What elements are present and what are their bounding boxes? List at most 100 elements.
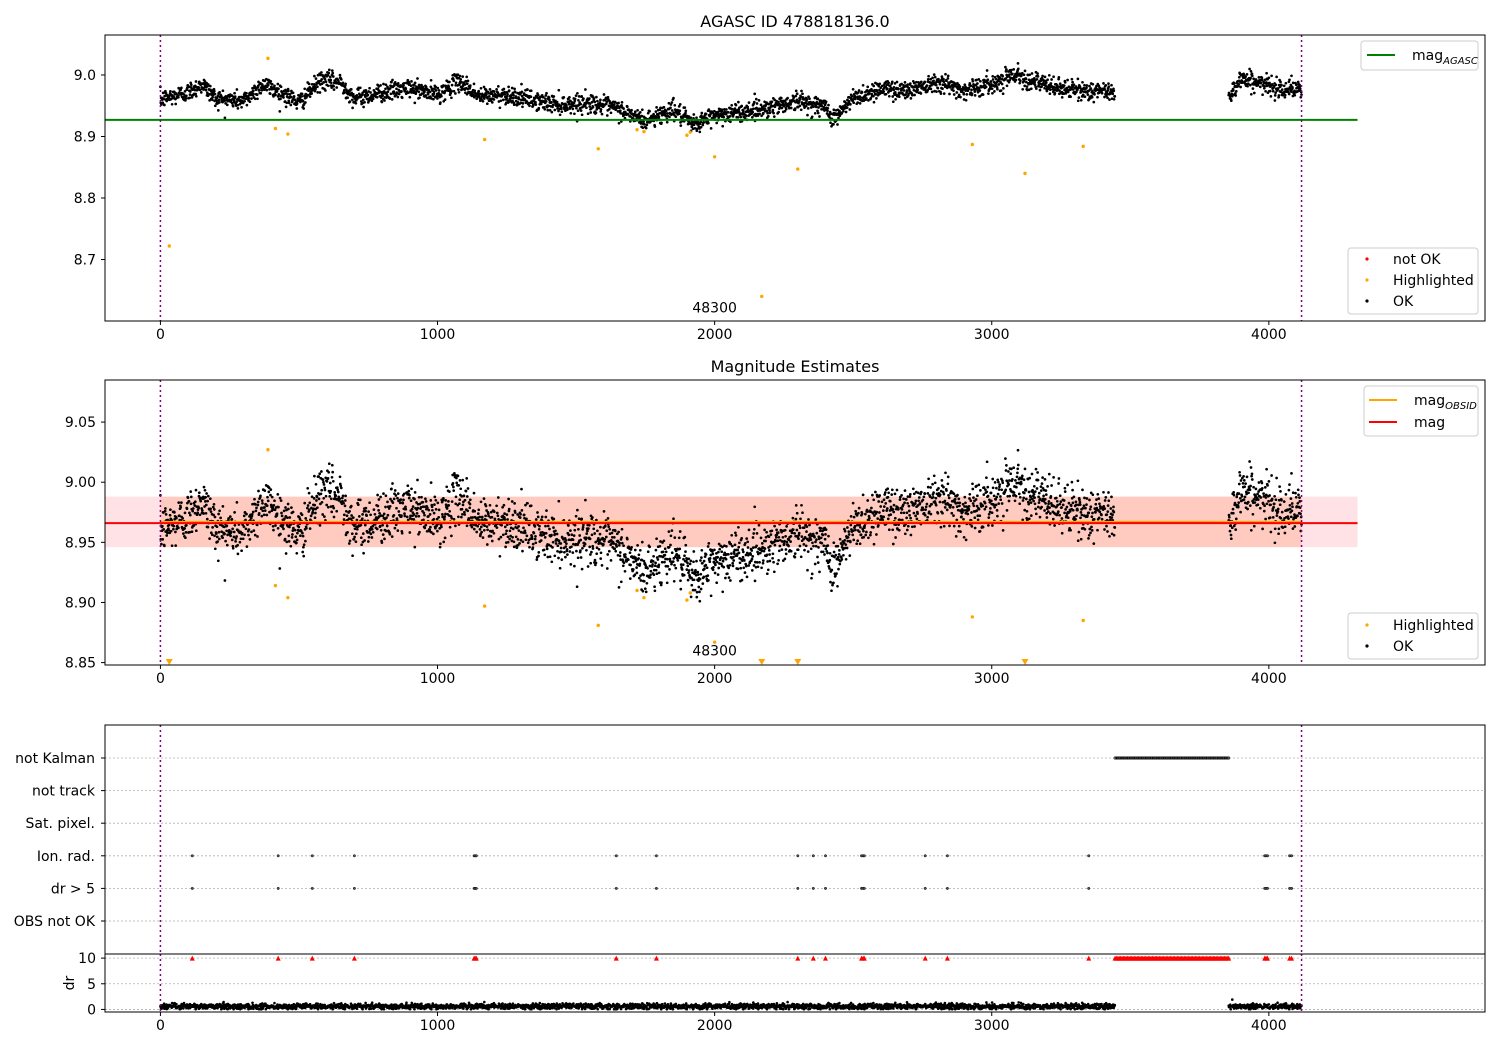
ok-point <box>990 87 994 91</box>
ok-point <box>307 491 311 495</box>
ok-point <box>454 83 458 87</box>
ok-point <box>1071 88 1075 91</box>
ok-point <box>282 527 285 531</box>
ok-point <box>303 501 307 505</box>
ok-point <box>359 536 363 540</box>
ok-point <box>727 576 731 579</box>
ok-point <box>737 551 741 555</box>
ok-point <box>278 567 282 570</box>
ok-point <box>332 88 336 91</box>
ok-point <box>316 85 319 89</box>
ok-point <box>932 79 935 83</box>
ok-point <box>1052 75 1055 79</box>
ok-point <box>367 90 370 93</box>
ok-point <box>663 553 667 557</box>
ok-point <box>795 92 799 96</box>
ok-point <box>308 527 312 530</box>
ok-point <box>416 506 420 510</box>
ok-point <box>637 576 641 580</box>
ok-point <box>1279 80 1282 84</box>
ok-point <box>570 545 573 549</box>
ok-point <box>931 76 934 80</box>
ok-point <box>364 506 368 510</box>
ok-point <box>396 492 400 495</box>
ok-point <box>1018 81 1022 85</box>
ok-point <box>724 576 727 580</box>
ok-point <box>1070 77 1074 81</box>
ok-point <box>377 509 380 512</box>
ok-point <box>1291 86 1294 90</box>
ok-point <box>586 565 590 568</box>
ok-point <box>342 513 346 517</box>
ok-point <box>603 524 607 528</box>
ok-point <box>502 503 506 507</box>
ok-point <box>664 550 668 554</box>
ok-point <box>777 549 781 553</box>
ok-point <box>771 552 775 556</box>
ok-point <box>510 500 514 503</box>
ok-point <box>434 85 438 89</box>
ok-point <box>537 527 541 531</box>
ok-point <box>756 565 760 569</box>
ok-point <box>363 539 366 542</box>
ok-point <box>594 561 598 565</box>
ok-point <box>488 503 492 507</box>
ok-point <box>442 540 446 544</box>
ok-point <box>934 83 938 87</box>
ok-point <box>651 563 654 566</box>
ok-point <box>299 534 302 538</box>
ok-point <box>224 539 227 543</box>
ok-point <box>163 103 166 107</box>
ok-point <box>945 86 949 90</box>
ok-point <box>443 536 447 540</box>
ok-point <box>496 514 500 518</box>
ok-point <box>204 511 208 515</box>
ok-point <box>205 492 208 495</box>
ok-point <box>794 89 798 93</box>
ok-point <box>282 96 285 99</box>
highlighted-point <box>712 155 717 159</box>
ok-point <box>856 101 860 104</box>
ok-point <box>432 90 436 94</box>
ok-point <box>213 547 217 551</box>
ok-point <box>1104 83 1108 87</box>
ok-point <box>548 555 552 559</box>
ok-point <box>349 504 353 508</box>
ok-point <box>436 501 440 505</box>
ok-point <box>439 101 442 104</box>
ok-point <box>251 89 255 93</box>
ok-point <box>382 82 385 86</box>
ok-point <box>1269 95 1273 98</box>
ok-point <box>489 534 493 538</box>
ok-point <box>695 595 699 599</box>
ok-point <box>905 89 909 92</box>
ok-point <box>641 126 645 130</box>
ok-point <box>1246 84 1249 88</box>
ok-point <box>241 537 245 541</box>
ok-point <box>391 501 395 504</box>
ok-point <box>511 527 515 531</box>
ok-point <box>503 525 507 529</box>
ok-point <box>775 528 778 532</box>
ok-point <box>361 98 365 102</box>
ok-point <box>658 544 662 548</box>
ok-point <box>416 77 419 80</box>
ok-point <box>653 564 657 568</box>
ok-point <box>351 554 354 558</box>
ok-point <box>851 87 855 91</box>
ok-point <box>383 99 386 102</box>
ok-point <box>576 556 580 560</box>
ok-point <box>432 532 435 536</box>
ok-point <box>252 529 256 532</box>
ok-point <box>396 95 400 99</box>
ok-point <box>282 509 286 513</box>
ok-point <box>607 549 611 553</box>
ok-point <box>567 524 570 527</box>
ok-point <box>670 109 674 112</box>
ok-point <box>997 83 1001 86</box>
ok-point <box>454 92 457 95</box>
ok-point <box>906 83 910 86</box>
ok-point <box>313 516 317 520</box>
ok-point <box>351 106 354 110</box>
ok-point <box>471 91 475 94</box>
